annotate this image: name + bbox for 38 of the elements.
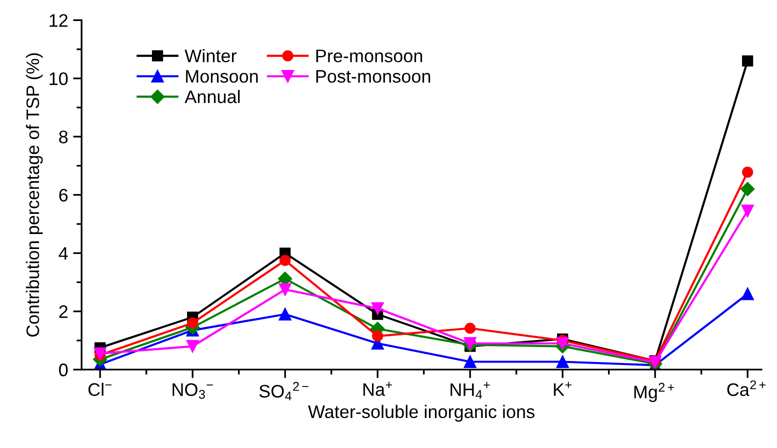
point: [556, 337, 569, 350]
point: [556, 355, 569, 368]
point: [742, 55, 754, 66]
point: [742, 166, 754, 178]
y-axis-title: Contribution percentage of TSP (%): [26, 53, 43, 337]
y-tick-label: 6: [59, 188, 68, 202]
legend-label: Post-monsoon: [316, 70, 430, 83]
x-tick-label: Na$^{+}$: [363, 382, 392, 396]
point: [741, 288, 754, 300]
x-tick-label: Mg$^{2+}$: [634, 382, 674, 402]
x-tick-label: NH$_{4}$$^{+}$: [450, 382, 490, 399]
y-tick-label: 4: [58, 247, 68, 260]
point: [280, 254, 291, 266]
point: [372, 330, 384, 342]
y-tick-label: 12: [50, 14, 68, 27]
legend-label: Annual: [184, 90, 240, 104]
x-tick-label: Cl$^{−}$: [88, 382, 112, 396]
point: [741, 204, 754, 218]
point: [464, 355, 476, 368]
y-tick-label: 0: [59, 364, 68, 376]
point: [740, 182, 755, 196]
x-tick-label: K$^{+}$: [554, 382, 572, 396]
legend-label: Monsoon: [186, 70, 258, 83]
x-axis-title: Water-soluble inorganic ions: [308, 404, 534, 422]
x-tick-label: SO$_{4}$$^{2−}$: [259, 382, 308, 400]
point: [464, 322, 476, 334]
point: [278, 283, 292, 296]
point: [187, 317, 198, 329]
point: [371, 302, 384, 315]
x-tick-label: Ca$^{2+}$: [727, 380, 766, 396]
point: [186, 340, 199, 353]
y-tick-label: 2: [59, 305, 68, 318]
x-tick-label: NO$_{3}$$^{−}$: [172, 383, 213, 399]
point: [278, 308, 292, 321]
y-tick-label: 8: [59, 130, 68, 144]
legend-label: Winter: [184, 49, 236, 62]
legend-label: Pre-monsoon: [316, 50, 422, 62]
y-tick-label: 10: [50, 72, 68, 86]
